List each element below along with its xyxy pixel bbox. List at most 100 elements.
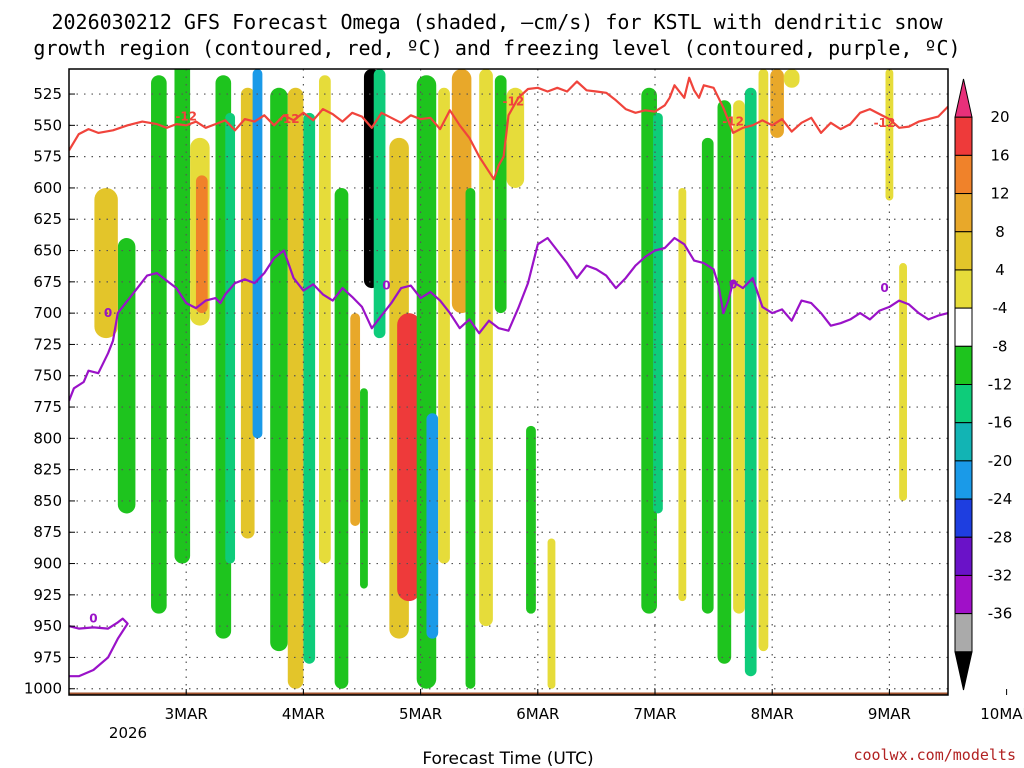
colorbar-swatch	[954, 460, 973, 500]
colorbar-arrow-top	[954, 78, 973, 118]
credit-text: coolwx.com/modelts	[853, 746, 1016, 764]
omega-cell	[744, 87, 757, 677]
colorbar-label: -8	[993, 337, 1008, 355]
dgz-contour-label: -12	[722, 115, 744, 129]
chart-title-line1: 2026030212 GFS Forecast Omega (shaded, –…	[51, 10, 943, 34]
omega-cell	[151, 75, 167, 614]
omega-cell	[350, 313, 361, 526]
omega-cell	[547, 538, 556, 689]
y-tick-label: 900	[33, 555, 62, 573]
y-axis: 525 550 575 600 625 650 675 700 725 750 775 800 825 8…	[24, 85, 75, 698]
x-tick-label: 4MAR	[282, 705, 325, 723]
colorbar-swatch	[954, 345, 973, 385]
colorbar-label: -24	[988, 490, 1013, 508]
colorbar-label: -36	[988, 605, 1013, 623]
dgz-contour-line	[69, 76, 948, 181]
x-tick-label: 3MAR	[165, 705, 208, 723]
colorbar-swatch	[954, 613, 973, 653]
omega-cell	[397, 313, 421, 602]
y-tick-label: 650	[33, 242, 62, 260]
freezing-contour-label: 0	[382, 279, 390, 293]
colorbar-swatch	[954, 574, 973, 615]
omega-cell	[899, 263, 907, 501]
omega-cell	[494, 75, 507, 314]
omega-cell	[717, 100, 732, 664]
freezing-contour-label: 0	[729, 277, 737, 291]
x-year-label: 2026	[109, 724, 147, 742]
y-tick-label: 975	[33, 648, 62, 666]
y-tick-label: 575	[33, 148, 62, 166]
y-tick-label: 525	[33, 85, 62, 103]
omega-cell	[770, 69, 784, 138]
terrain-band	[69, 692, 948, 695]
y-tick-label: 600	[33, 179, 62, 197]
omega-cell	[438, 87, 450, 564]
y-tick-label: 750	[33, 367, 62, 385]
y-tick-label: 700	[33, 304, 62, 322]
colorbar-label: -28	[988, 528, 1013, 546]
y-tick-label: 800	[33, 429, 62, 447]
y-tick-label: 850	[33, 492, 62, 510]
y-tick-label: 725	[33, 335, 62, 353]
omega-cell	[733, 100, 745, 614]
omega-cell	[195, 175, 208, 314]
omega-cell	[240, 87, 255, 539]
omega-cell	[526, 425, 536, 614]
omega-cell	[678, 187, 687, 602]
colorbar-swatch	[954, 231, 973, 271]
omega-cell	[426, 413, 439, 639]
colorbar-swatch	[954, 307, 973, 347]
chart-title-line2: growth region (contoured, red, ºC) and f…	[33, 36, 960, 60]
freezing-surface-line	[69, 617, 129, 678]
colorbar-label: 12	[990, 185, 1009, 203]
y-tick-label: 775	[33, 398, 62, 416]
x-tick-label: 8MAR	[751, 705, 794, 723]
colorbar-label: 20	[990, 108, 1009, 126]
omega-shading	[94, 69, 907, 689]
colorbar-label: 16	[990, 146, 1009, 164]
colorbar-label: 4	[995, 261, 1005, 279]
y-tick-label: 625	[33, 210, 62, 228]
omega-cell	[783, 69, 800, 88]
colorbar-label: -4	[993, 299, 1008, 317]
y-tick-label: 875	[33, 523, 62, 541]
dgz-contour-label: -12	[503, 95, 525, 109]
omega-cell	[225, 112, 236, 564]
omega-cell	[373, 69, 386, 339]
colorbar-arrow-bottom	[954, 651, 973, 691]
colorbar-label: -20	[988, 452, 1013, 470]
x-axis: 3MAR 4MAR 5MAR 6MAR 7MAR 8MAR 9MAR 10MAR	[165, 689, 1024, 723]
omega-cell	[758, 69, 769, 652]
y-tick-label: 1000	[24, 680, 62, 698]
x-tick-label: 5MAR	[399, 705, 442, 723]
colorbar-label: -32	[988, 566, 1013, 584]
contour-layer: -12 -12 -12 -12 -12 0 0 0 0 0	[69, 76, 948, 678]
freezing-contour-label: 0	[880, 281, 888, 295]
y-tick-label: 950	[33, 617, 62, 635]
colorbar-swatch	[954, 422, 973, 462]
dgz-contour-label: -12	[175, 110, 197, 124]
colorbar-swatch	[954, 269, 973, 309]
x-tick-label: 10MAR	[980, 705, 1024, 723]
colorbar-label: -16	[988, 414, 1013, 432]
colorbar-swatch	[954, 116, 973, 156]
y-tick-label: 675	[33, 273, 62, 291]
omega-cell	[303, 112, 316, 664]
omega-cell	[641, 87, 657, 614]
omega-cell	[479, 69, 493, 627]
colorbar-label: -12	[988, 376, 1013, 394]
colorbar-swatch	[954, 498, 973, 538]
freezing-contour-label: 0	[89, 612, 97, 626]
omega-cell	[319, 75, 331, 564]
omega-cell	[287, 87, 304, 689]
colorbar-swatch	[954, 536, 973, 576]
y-tick-label: 825	[33, 461, 62, 479]
terrain-layer	[69, 692, 948, 695]
x-axis-title: Forecast Time (UTC)	[422, 749, 593, 768]
omega-cell	[885, 69, 894, 201]
dgz-contour-label: -12	[278, 112, 300, 126]
colorbar-swatch	[954, 193, 973, 233]
omega-cell	[117, 238, 136, 514]
y-tick-label: 550	[33, 116, 62, 134]
freezing-contour-label: 0	[104, 306, 112, 320]
